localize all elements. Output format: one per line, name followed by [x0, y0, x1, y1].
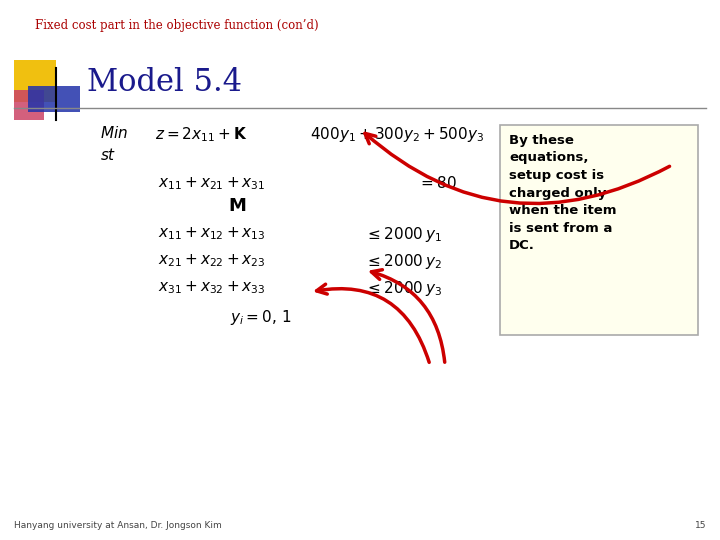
- Text: $z = 2x_{11} + \mathbf{K}$: $z = 2x_{11} + \mathbf{K}$: [155, 125, 248, 144]
- Text: Fixed cost part in the objective function (con’d): Fixed cost part in the objective functio…: [35, 19, 319, 32]
- Text: $\leq 2000\,y_3$: $\leq 2000\,y_3$: [365, 279, 442, 298]
- Text: $400y_1 + 300y_2 + 500y_3$: $400y_1 + 300y_2 + 500y_3$: [310, 125, 484, 144]
- Text: 15: 15: [695, 521, 706, 530]
- Text: By these
equations,
setup cost is
charged only
when the item
is sent from a
DC.: By these equations, setup cost is charge…: [509, 134, 616, 252]
- Text: $\leq 2000\,y_2$: $\leq 2000\,y_2$: [365, 252, 441, 271]
- Text: Model 5.4: Model 5.4: [87, 67, 242, 98]
- Text: $x_{21} + x_{22} + x_{23}$: $x_{21} + x_{22} + x_{23}$: [158, 252, 266, 269]
- FancyBboxPatch shape: [14, 90, 44, 120]
- Text: $x_{11} + x_{12} + x_{13}$: $x_{11} + x_{12} + x_{13}$: [158, 225, 266, 242]
- FancyBboxPatch shape: [14, 60, 56, 102]
- Text: $x_{31} + x_{32} + x_{33}$: $x_{31} + x_{32} + x_{33}$: [158, 279, 266, 296]
- FancyBboxPatch shape: [500, 125, 698, 335]
- Text: $y_i = 0,\,1$: $y_i = 0,\,1$: [230, 308, 292, 327]
- Text: Hanyang university at Ansan, Dr. Jongson Kim: Hanyang university at Ansan, Dr. Jongson…: [14, 521, 222, 530]
- Text: $x_{11} + x_{21} + x_{31}$: $x_{11} + x_{21} + x_{31}$: [158, 175, 266, 192]
- Text: $\leq 2000\,y_1$: $\leq 2000\,y_1$: [365, 225, 442, 244]
- Text: $\mathit{st}$: $\mathit{st}$: [100, 147, 117, 163]
- Text: $= 80$: $= 80$: [418, 175, 457, 191]
- Text: $\mathbf{M}$: $\mathbf{M}$: [228, 197, 246, 215]
- Text: $\mathit{Min}$: $\mathit{Min}$: [100, 125, 128, 141]
- FancyBboxPatch shape: [28, 86, 80, 112]
